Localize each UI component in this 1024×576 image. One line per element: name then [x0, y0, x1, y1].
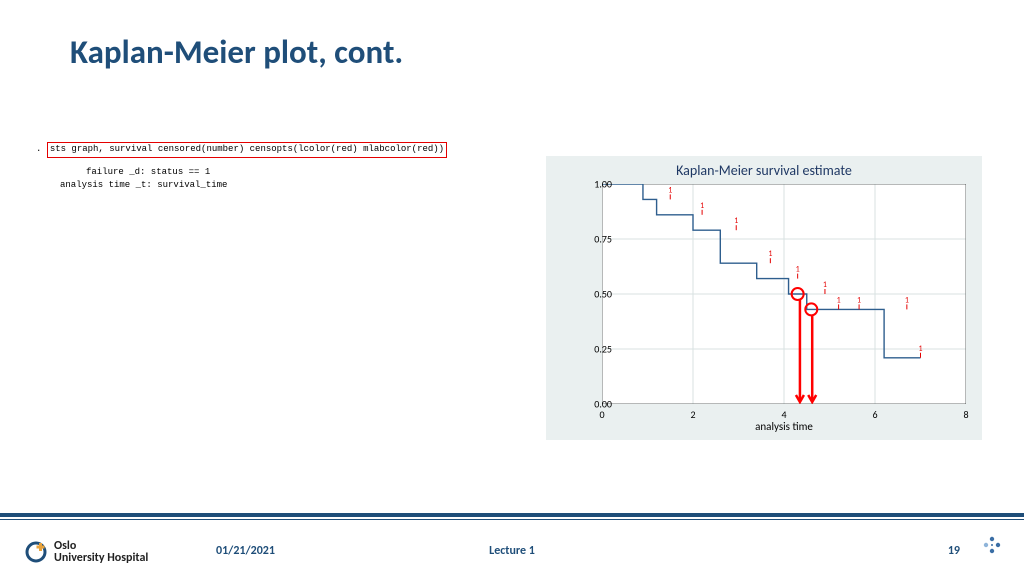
chart-plot: 11111111111: [602, 184, 966, 404]
code-line-2: failure _d: status == 1: [36, 166, 447, 180]
svg-text:1: 1: [905, 295, 909, 305]
svg-text:1: 1: [823, 280, 827, 290]
footer-page: 19: [948, 544, 960, 558]
slide-title: Kaplan-Meier plot, cont.: [70, 32, 403, 72]
chart-title: Kaplan-Meier survival estimate: [546, 156, 982, 179]
code-prompt: .: [36, 144, 47, 154]
code-line-3: analysis time _t: survival_time: [36, 179, 447, 193]
svg-text:1: 1: [768, 249, 772, 259]
svg-text:1: 1: [668, 185, 672, 195]
logo-right-icon: [978, 531, 1006, 564]
ytick-label: 0.50: [594, 288, 612, 301]
footer: Oslo University Hospital 01/21/2021 Lect…: [0, 526, 1024, 576]
svg-text:1: 1: [796, 265, 800, 275]
svg-text:1: 1: [734, 216, 738, 226]
chart-xlabel: analysis time: [602, 420, 966, 433]
svg-text:1: 1: [700, 201, 704, 211]
ytick-label: 0.25: [594, 343, 612, 356]
code-block: . sts graph, survival censored(number) c…: [36, 142, 447, 193]
svg-text:1: 1: [837, 295, 841, 305]
km-chart: Kaplan-Meier survival estimate 111111111…: [546, 156, 982, 440]
code-command-box: sts graph, survival censored(number) cen…: [47, 142, 447, 158]
svg-text:1: 1: [918, 344, 922, 354]
ytick-label: 0.75: [594, 233, 612, 246]
ytick-label: 1.00: [594, 178, 612, 191]
footer-center: Lecture 1: [0, 544, 1024, 558]
footer-rule: [0, 513, 1024, 520]
svg-text:1: 1: [857, 295, 861, 305]
